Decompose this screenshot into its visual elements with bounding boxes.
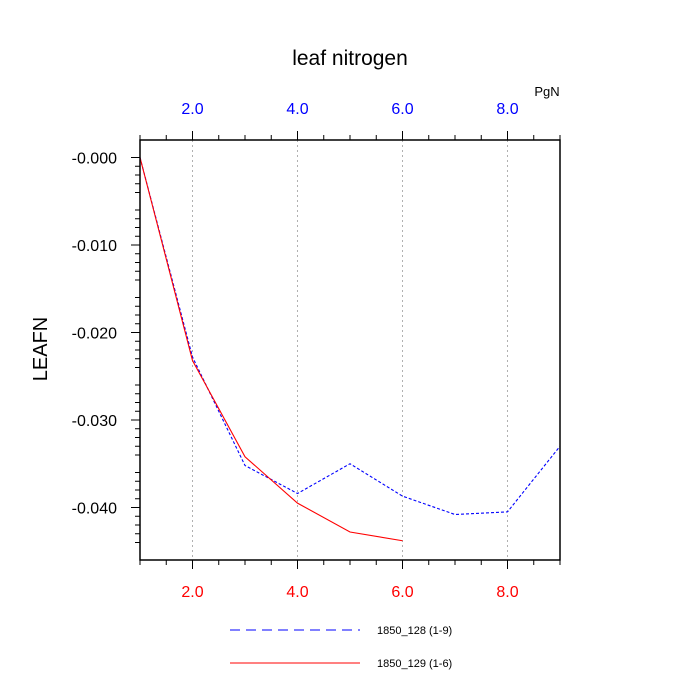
legend: 1850_128 (1-9) 1850_129 (1-6) xyxy=(230,625,452,670)
series-lines xyxy=(139,157,561,542)
x-tick-label-bottom: 4.0 xyxy=(286,584,308,601)
series-line xyxy=(139,157,561,516)
y-tick-label: -0.020 xyxy=(72,326,117,343)
plot-frame xyxy=(139,139,561,561)
x-tick-label-top: 4.0 xyxy=(286,101,308,118)
y-tick-label: -0.010 xyxy=(72,238,117,255)
units-label: PgN xyxy=(534,84,559,99)
y-tick-label: -0.040 xyxy=(72,501,117,518)
legend-label: 1850_129 (1-6) xyxy=(377,658,452,670)
x-tick-label-top: 8.0 xyxy=(496,101,518,118)
legend-label: 1850_128 (1-9) xyxy=(377,625,452,637)
y-axis-label: LEAFN xyxy=(30,317,52,381)
y-tick-label: -0.030 xyxy=(72,413,117,430)
grid-lines xyxy=(192,140,508,560)
x-tick-label-bottom: 6.0 xyxy=(391,584,413,601)
series-line xyxy=(139,157,403,542)
x-tick-label-top: 6.0 xyxy=(391,101,413,118)
axes: 2.0 2.0 4.0 4.0 6.0 6.0 8.0 8.0 -0.000 -0.010 -0.0… xyxy=(72,101,561,601)
x-tick-label-bottom: 2.0 xyxy=(181,584,203,601)
y-tick-label: -0.000 xyxy=(72,151,117,168)
x-tick-label-top: 2.0 xyxy=(181,101,203,118)
chart-title: leaf nitrogen xyxy=(292,47,408,70)
x-tick-label-bottom: 8.0 xyxy=(496,584,518,601)
